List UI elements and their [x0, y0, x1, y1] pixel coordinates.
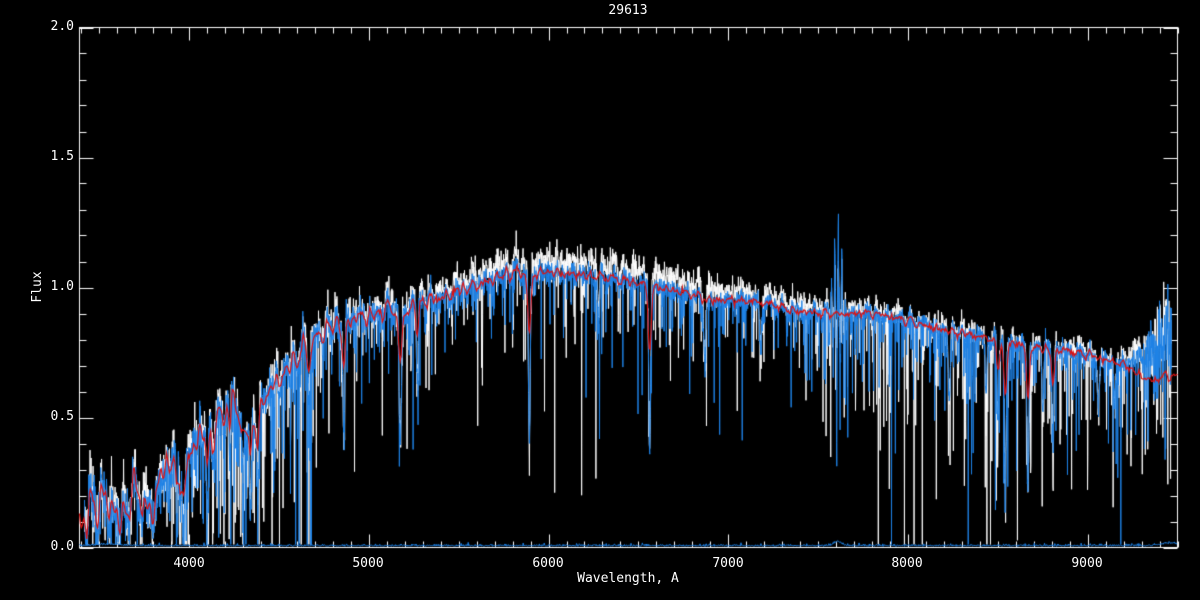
plot-title: 29613 — [608, 3, 648, 18]
x-tick-label: 7000 — [712, 556, 744, 571]
x-tick-label: 9000 — [1071, 556, 1103, 571]
x-tick-label: 5000 — [352, 556, 384, 571]
x-tick-label: 6000 — [532, 556, 564, 571]
x-axis-label: Wavelength, A — [577, 571, 679, 586]
x-tick-label: 4000 — [173, 556, 205, 571]
x-tick-label: 8000 — [891, 556, 923, 571]
y-tick-label: 0.5 — [50, 409, 74, 424]
y-tick-label: 1.5 — [50, 149, 74, 164]
y-tick-label: 1.0 — [50, 279, 74, 294]
y-tick-label: 2.0 — [50, 19, 74, 34]
y-tick-label: 0.0 — [50, 539, 74, 554]
